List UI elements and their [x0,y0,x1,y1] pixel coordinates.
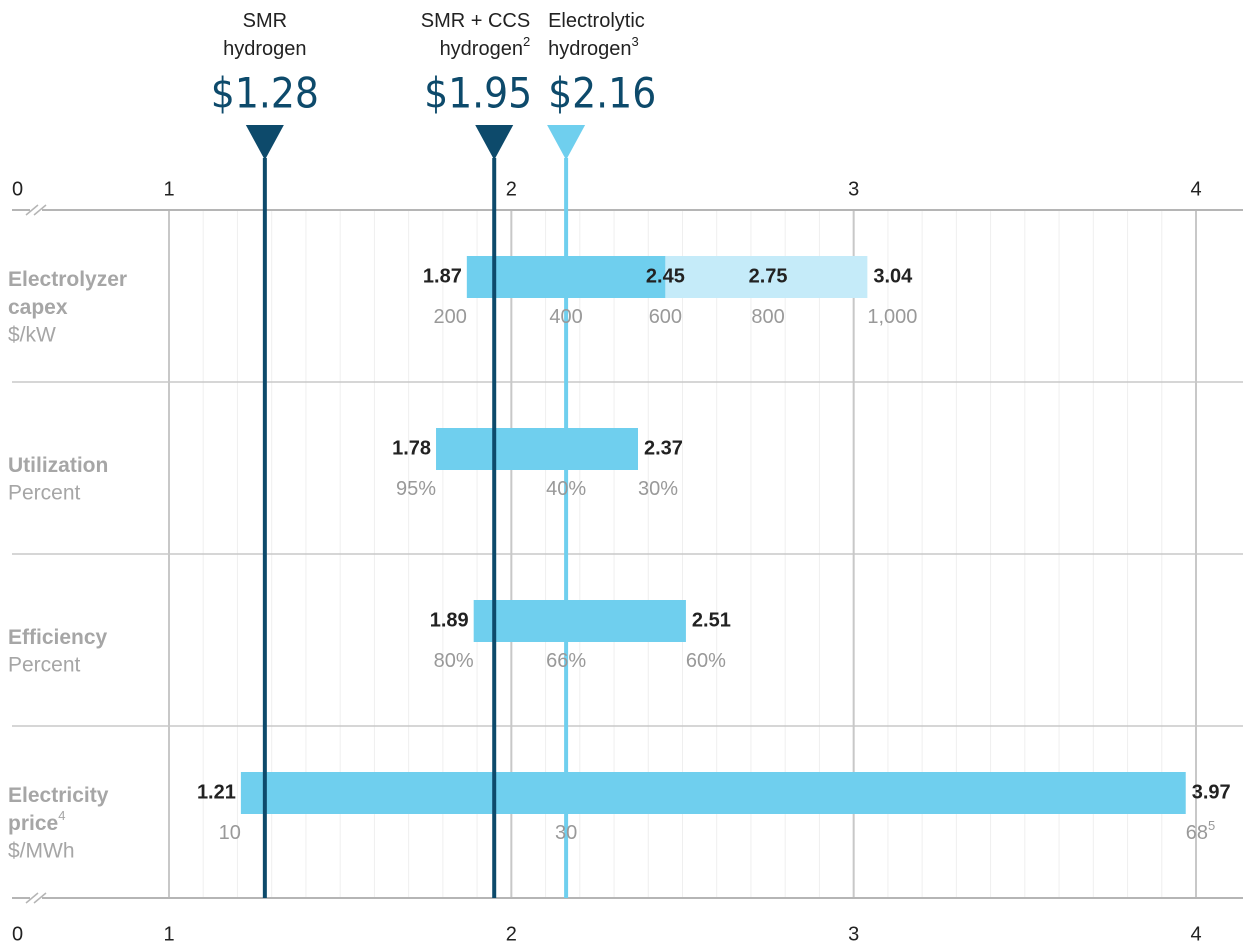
axis-break [33,204,47,216]
row-name-line: Electrolyzer [8,268,127,291]
x-tick-label: 4 [1190,923,1201,945]
x-tick-label: 4 [1190,178,1201,200]
row-name-line: Electricity [8,784,109,807]
reference-name-line: hydrogen [548,38,631,60]
input-value: 80% [434,650,474,672]
row-name-line: price [8,812,58,835]
input-label: 80% [434,650,474,672]
row-name-line: Efficiency [8,626,108,649]
input-value: 800 [751,306,784,328]
row-name: Utilization [8,454,108,477]
input-label: 600 [649,306,682,328]
axis-break-gap [30,895,42,901]
data-label: 1.21 [197,781,236,803]
input-label: 60% [686,650,726,672]
reference-name: hydrogen3 [548,34,639,60]
data-label: 2.51 [692,609,731,631]
input-value: 40% [546,478,586,500]
input-label: 66% [546,650,586,672]
x-tick-label: 2 [506,923,517,945]
input-value: 68 [1186,822,1208,844]
input-value: 400 [549,306,582,328]
x-tick-label: 1 [163,923,174,945]
reference-value: $1.28 [211,69,319,118]
x-tick-label: 0 [12,923,23,945]
data-label: 2.45 [646,265,685,287]
footnote: 5 [1208,818,1215,833]
x-tick-label: 1 [163,178,174,200]
input-value: 66% [546,650,586,672]
x-tick-label: 0 [12,178,23,200]
x-tick-label: 3 [848,923,859,945]
reference-name: SMR [243,10,287,32]
input-value: 60% [686,650,726,672]
data-label: 1.87 [423,265,462,287]
reference-name: hydrogen [223,38,306,60]
input-label: 30 [555,822,577,844]
input-label: 10 [219,822,241,844]
bar [466,256,666,298]
x-tick-label: 3 [848,178,859,200]
row-name: price4 [8,808,65,834]
reference-value: $2.16 [548,69,656,118]
reference-marker [475,125,514,160]
row-name: capex [8,296,68,319]
row-unit: Percent [8,482,81,505]
reference-name: SMR + CCS [421,10,530,32]
data-label: 3.04 [873,265,913,287]
axis-break [25,892,39,904]
input-value: 200 [433,306,466,328]
data-label: 1.89 [430,609,469,631]
input-label: 40% [546,478,586,500]
row-name-line: capex [8,296,68,319]
data-label: 3.97 [1192,781,1231,803]
reference-name-line: SMR [243,10,287,32]
input-label: 30% [638,478,678,500]
axis-break [25,204,39,216]
x-tick-label: 2 [506,178,517,200]
row-unit: $/kW [8,324,56,347]
reference-name-line: Electrolytic [548,10,645,32]
data-label: 2.37 [644,437,683,459]
reference-name-line: hydrogen [223,38,306,60]
row-name: Efficiency [8,626,108,649]
input-label: 200 [433,306,466,328]
footnote: 4 [58,808,65,823]
bar [473,600,686,642]
row-unit: $/MWh [8,840,75,863]
bar [240,772,1186,814]
data-label: 2.75 [749,265,788,287]
input-value: 600 [649,306,682,328]
reference-name-line: hydrogen [440,38,523,60]
input-label: 1,000 [867,306,917,328]
data-label: 1.78 [392,437,431,459]
input-value: 95% [396,478,436,500]
row-name: Electricity [8,784,109,807]
row-unit: Percent [8,654,81,677]
bar [436,428,638,470]
row-name-line: Utilization [8,454,108,477]
reference-value: $1.95 [424,69,532,118]
reference-name: hydrogen2 [440,34,531,60]
axis-break-gap [30,207,42,213]
axis-break [33,892,47,904]
row-name: Electrolyzer [8,268,127,291]
input-value: 10 [219,822,241,844]
input-value: 1,000 [867,306,917,328]
input-label: 95% [396,478,436,500]
reference-name-line: SMR + CCS [421,10,530,32]
input-label: 400 [549,306,582,328]
footnote: 2 [523,34,530,49]
reference-name: Electrolytic [548,10,645,32]
input-value: 30% [638,478,678,500]
reference-marker [245,125,284,160]
input-value: 30 [555,822,577,844]
input-label: 800 [751,306,784,328]
bar [665,256,868,298]
reference-marker [547,125,586,160]
footnote: 3 [632,34,639,49]
input-label: 685 [1186,818,1215,844]
